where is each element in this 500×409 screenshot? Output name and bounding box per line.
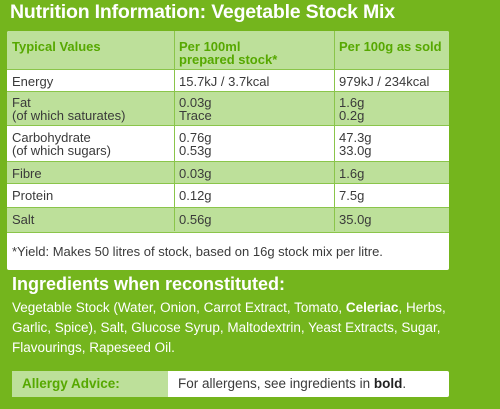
- column-divider: [174, 31, 175, 231]
- row-value-sold: 7.5g: [339, 188, 365, 203]
- table-header-row: Typical Values Per 100ml prepared stock*…: [7, 31, 449, 69]
- table-row: Carbohydrate (of which sugars) 0.76g 0.5…: [7, 125, 449, 162]
- row-label: Carbohydrate: [12, 130, 91, 145]
- ingredients-allergen: Celeriac: [345, 300, 399, 315]
- allergy-bold-word: bold: [373, 376, 403, 391]
- table-row: Fat (of which saturates) 0.03g Trace 1.6…: [7, 91, 449, 126]
- row-sublabel: (of which sugars): [12, 143, 111, 158]
- ingredients-part1: Vegetable Stock (Water, Onion, Carrot Ex…: [12, 300, 346, 315]
- nutrition-table: Typical Values Per 100ml prepared stock*…: [7, 31, 449, 270]
- yield-footnote: *Yield: Makes 50 litres of stock, based …: [12, 244, 383, 259]
- table-row: Salt 0.56g 35.0g: [7, 207, 449, 233]
- row-value-sold: 1.6g: [339, 95, 365, 110]
- row-value-sold: 979kJ / 234kcal: [339, 74, 430, 89]
- row-sublabel: (of which saturates): [12, 108, 126, 123]
- row-subvalue-prepared: 0.53g: [179, 143, 212, 158]
- ingredients-title: Ingredients when reconstituted:: [12, 274, 286, 294]
- row-label: Salt: [12, 212, 35, 227]
- row-value-prepared: 0.12g: [179, 188, 212, 203]
- ingredients-text: Vegetable Stock (Water, Onion, Carrot Ex…: [12, 298, 452, 358]
- row-subvalue-prepared: Trace: [179, 108, 212, 123]
- allergy-text-main: For allergens, see ingredients in: [178, 376, 374, 391]
- row-value-sold: 47.3g: [339, 130, 372, 145]
- header-per-100ml-line2: prepared stock*: [179, 52, 278, 67]
- allergy-advice-box: Allergy Advice: For allergens, see ingre…: [12, 371, 449, 397]
- ingredients-part2: , Herbs, Garlic, Spice), Salt, Glucose S…: [12, 300, 446, 355]
- row-value-prepared: 0.03g: [179, 166, 212, 181]
- table-row: Fibre 0.03g 1.6g: [7, 161, 449, 184]
- row-label: Fat: [12, 95, 31, 110]
- header-per-100ml: Per 100ml prepared stock*: [179, 40, 277, 66]
- row-label: Protein: [12, 188, 54, 203]
- row-value-sold: 1.6g: [339, 166, 365, 181]
- row-value-sold: 35.0g: [339, 212, 372, 227]
- table-row: Energy 15.7kJ / 3.7kcal 979kJ / 234kcal: [7, 69, 449, 92]
- row-value-prepared: 15.7kJ / 3.7kcal: [179, 74, 270, 89]
- row-value-prepared: 0.03g: [179, 95, 212, 110]
- header-per-100ml-line1: Per 100ml: [179, 39, 241, 54]
- row-value-prepared: 0.56g: [179, 212, 212, 227]
- row-subvalue-sold: 33.0g: [339, 143, 372, 158]
- header-per-100g: Per 100g as sold: [339, 39, 442, 54]
- table-row: Protein 0.12g 7.5g: [7, 183, 449, 208]
- page-title: Nutrition Information: Vegetable Stock M…: [10, 1, 395, 23]
- allergy-advice-text: For allergens, see ingredients in bold.: [178, 371, 406, 397]
- row-subvalue-sold: 0.2g: [339, 108, 365, 123]
- column-divider: [334, 31, 335, 231]
- allergy-text-end: .: [402, 376, 407, 391]
- row-label: Fibre: [12, 166, 42, 181]
- row-label: Energy: [12, 74, 54, 89]
- row-value-prepared: 0.76g: [179, 130, 212, 145]
- header-typical-values: Typical Values: [12, 39, 101, 54]
- allergy-advice-label: Allergy Advice:: [12, 371, 168, 397]
